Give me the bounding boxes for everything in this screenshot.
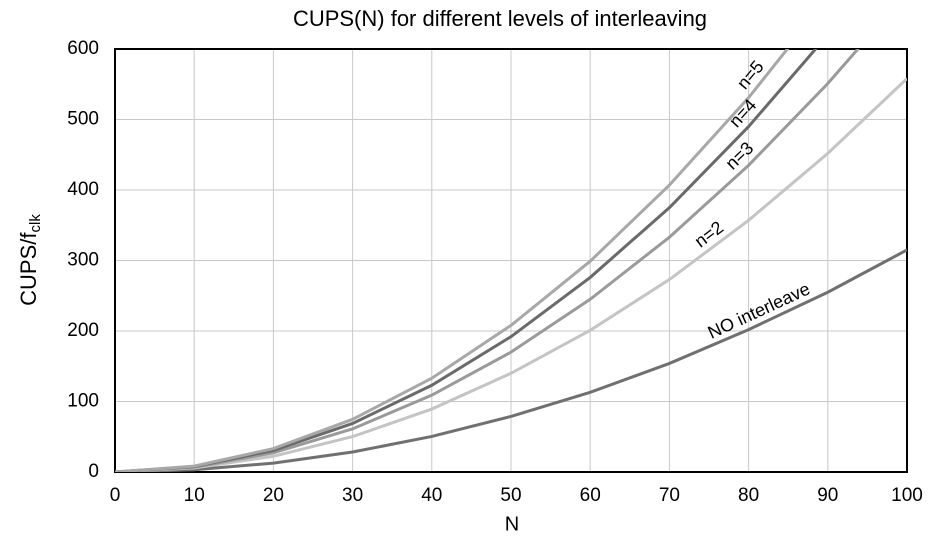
- x-tick-label: 50: [500, 485, 521, 506]
- chart-title: CUPS(N) for different levels of interlea…: [293, 6, 707, 31]
- y-tick-label: 0: [88, 461, 99, 482]
- y-tick-label: 100: [67, 391, 99, 412]
- x-tick-label: 30: [342, 485, 363, 506]
- series-label: n=5: [733, 57, 768, 93]
- series-label: n=2: [691, 217, 727, 251]
- x-tick-label: 60: [580, 485, 601, 506]
- x-tick-label: 70: [659, 485, 680, 506]
- x-tick-label: 40: [421, 485, 442, 506]
- x-tick-label: 0: [110, 485, 121, 506]
- series-label: n=4: [725, 95, 760, 131]
- y-axis-label-sub: clk: [27, 214, 44, 233]
- series-line: [115, 77, 907, 472]
- plot-area: [115, 49, 907, 472]
- x-tick-label: 100: [891, 485, 923, 506]
- y-tick-label: 600: [67, 38, 99, 59]
- plot-frame: [114, 48, 908, 473]
- x-tick-label: 10: [184, 485, 205, 506]
- y-tick-label: 200: [67, 320, 99, 341]
- x-tick-label: 90: [817, 485, 838, 506]
- x-tick-label: 80: [738, 485, 759, 506]
- series-line: [115, 49, 790, 472]
- x-tick-label: 20: [263, 485, 284, 506]
- series-label: NO interleave: [705, 279, 813, 343]
- series-line: [115, 248, 907, 472]
- x-axis-label: N: [505, 513, 519, 535]
- y-tick-label: 400: [67, 179, 99, 200]
- y-tick-label: 500: [67, 109, 99, 130]
- y-axis-label: CUPS/fclk: [16, 214, 44, 306]
- y-tick-label: 300: [67, 250, 99, 271]
- series-label: n=3: [721, 138, 757, 174]
- series-line: [115, 49, 860, 472]
- y-axis-label-main: CUPS/f: [16, 232, 41, 306]
